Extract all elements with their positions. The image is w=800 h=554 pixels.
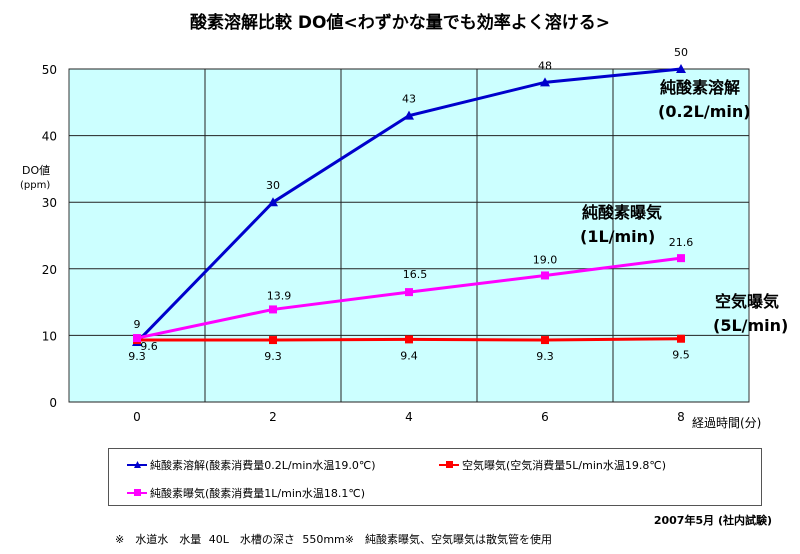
data-point-square: [405, 335, 413, 344]
data-point-square: [133, 334, 141, 343]
data-point-square: [541, 336, 549, 345]
legend-line-blue: [127, 461, 147, 468]
legend-label: 空気曝気(空気消費量5L/min水温19.8℃): [462, 459, 667, 472]
data-point-square: [269, 305, 277, 314]
line-chart: 0 10 20 30 40 50 0 2 4 6 8 経過時間(分) DO値 (ppm) 9 30 43 48 50…: [20, 46, 788, 430]
legend-line-magenta: [127, 489, 147, 496]
legend-label: 純酸素溶解(酸素消費量0.2L/min水温19.0℃): [150, 459, 376, 472]
y-axis-label: DO値: [22, 164, 50, 177]
x-tick-label: 6: [541, 410, 549, 424]
legend-label: 純酸素曝気(酸素消費量1L/min水温18.1℃): [150, 487, 366, 500]
data-label: 9.3: [128, 350, 146, 363]
x-axis-label: 経過時間(分): [692, 416, 761, 430]
y-axis-unit: (ppm): [20, 180, 50, 191]
legend-item-air-aeration: 空気曝気(空気消費量5L/min水温19.8℃): [439, 457, 666, 473]
data-label: 30: [266, 179, 280, 192]
series-annotation: 純酸素溶解: [660, 78, 740, 97]
data-label: 50: [674, 46, 688, 59]
legend: 純酸素溶解(酸素消費量0.2L/min水温19.0℃) 空気曝気(空気消費量5L…: [108, 448, 762, 506]
legend-line-red: [439, 461, 459, 468]
data-label: 19.0: [533, 253, 558, 266]
data-label: 9.4: [400, 349, 418, 362]
data-point-square: [677, 334, 685, 343]
x-tick-label: 4: [405, 410, 413, 424]
y-tick-label: 50: [42, 63, 57, 77]
y-tick-label: 0: [49, 396, 57, 410]
data-point-square: [269, 336, 277, 345]
chart-title: 酸素溶解比較 DO値<わずかな量でも効率よく溶ける>: [190, 13, 610, 33]
data-label: 21.6: [669, 236, 694, 249]
data-point-triangle: [404, 110, 414, 120]
data-label: 9.5: [672, 349, 690, 362]
data-label: 48: [538, 59, 552, 72]
y-tick-label: 20: [42, 263, 57, 277]
data-point-triangle: [540, 77, 550, 87]
series-annotation-rate: (1L/min): [580, 227, 655, 246]
y-tick-label: 30: [42, 196, 57, 210]
series-annotation-rate: (0.2L/min): [658, 102, 751, 121]
test-date: 2007年5月 (社内試験): [653, 514, 772, 527]
x-tick-label: 8: [677, 410, 685, 424]
data-point-square: [677, 254, 685, 263]
data-point-square: [541, 271, 549, 280]
data-point-square: [405, 288, 413, 297]
data-label: 13.9: [267, 289, 292, 302]
data-label: 9.3: [536, 350, 554, 363]
x-tick-label: 0: [133, 410, 141, 424]
data-point-triangle: [268, 197, 278, 207]
data-label: 16.5: [403, 268, 428, 281]
y-tick-label: 10: [42, 329, 57, 343]
x-tick-label: 2: [269, 410, 277, 424]
data-point-triangle: [676, 64, 686, 73]
series-annotation: 純酸素曝気: [582, 203, 662, 222]
data-label: 9: [134, 318, 141, 331]
plot-area: [68, 68, 750, 403]
series-annotation: 空気曝気: [715, 292, 779, 311]
data-label: 43: [402, 93, 416, 106]
legend-item-pure-oxygen-dissolve: 純酸素溶解(酸素消費量0.2L/min水温19.0℃): [127, 457, 376, 473]
series-annotation-rate: (5L/min): [713, 316, 788, 335]
legend-item-pure-oxygen-aeration: 純酸素曝気(酸素消費量1L/min水温18.1℃): [127, 485, 365, 501]
footnote: ※ 水道水 水量 40L 水槽の深さ 550mm※ 純酸素曝気、空気曝気は散気管…: [115, 533, 552, 546]
data-label: 9.3: [264, 350, 282, 363]
y-tick-label: 40: [42, 130, 57, 144]
data-label: 9.6: [140, 340, 158, 353]
